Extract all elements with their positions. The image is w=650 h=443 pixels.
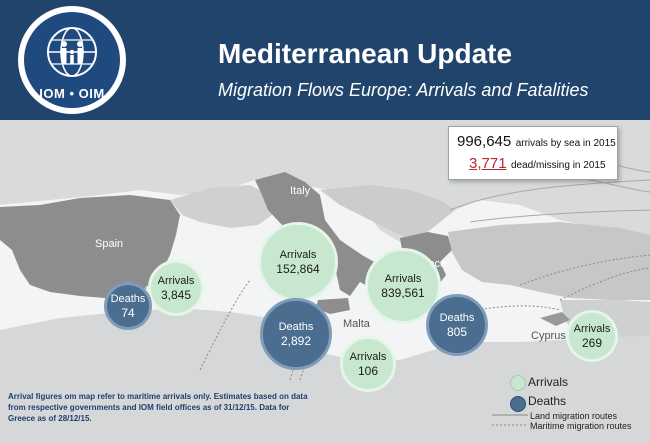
- total-arrivals-text: arrivals by sea in 2015: [515, 138, 616, 149]
- bubble-label: Deaths: [278, 320, 314, 333]
- bubble-spain-arrivals: Arrivals 3,845: [148, 260, 204, 316]
- spain-shape: [0, 195, 180, 298]
- bubble-value: 3,845: [160, 287, 192, 302]
- footnote: Arrival figures om map refer to maritime…: [8, 392, 308, 423]
- bubble-cyprus-arrivals: Arrivals 269: [566, 310, 618, 362]
- legend-maritime-routes: Maritime migration routes: [530, 421, 632, 431]
- legend-arrivals-label: Arrivals: [528, 375, 569, 389]
- bubble-label: Arrivals: [349, 350, 387, 363]
- page-title: Mediterranean Update: [218, 38, 513, 69]
- bubble-value: 805: [446, 324, 468, 339]
- bubble-spain-deaths: Deaths 74: [104, 282, 152, 330]
- total-dead-value: 3,771: [469, 155, 507, 172]
- legend-line-samples: [492, 414, 528, 426]
- bubble-value: 839,561: [381, 285, 425, 300]
- bubble-value: 269: [581, 335, 603, 350]
- summary-box: 996,645 arrivals by sea in 2015 3,771 de…: [448, 126, 618, 180]
- label-cyprus: Cyprus: [531, 330, 566, 342]
- page-subtitle: Migration Flows Europe: Arrivals and Fat…: [218, 80, 589, 100]
- iom-logo: IOM • OIM: [18, 6, 126, 114]
- header-bar: IOM • OIM Mediterranean Update Migration…: [0, 0, 650, 120]
- bubble-malta-arrivals: Arrivals 106: [340, 336, 396, 392]
- total-dead-text: dead/missing in 2015: [511, 160, 606, 171]
- bubble-label: Deaths: [439, 311, 475, 324]
- label-spain: Spain: [95, 238, 124, 250]
- bubble-label: Arrivals: [573, 322, 611, 335]
- bubble-value: 152,864: [276, 261, 320, 276]
- legend-deaths-label: Deaths: [528, 394, 567, 408]
- bubble-label: Arrivals: [384, 272, 422, 285]
- label-malta: Malta: [343, 318, 370, 330]
- arrivals-summary: 996,645 arrivals by sea in 2015: [457, 133, 616, 151]
- bubble-value: 74: [121, 305, 135, 320]
- label-italy: Italy: [290, 185, 311, 197]
- legend-arrivals-swatch: [510, 375, 526, 391]
- bubble-label: Arrivals: [279, 248, 317, 261]
- bubble-value: 2,892: [280, 333, 312, 348]
- bubble-central-deaths: Deaths 2,892: [260, 298, 332, 370]
- bubble-greece-deaths: Deaths 805: [426, 294, 488, 356]
- logo-text: IOM • OIM: [39, 86, 105, 101]
- legend-deaths-swatch: [510, 396, 526, 412]
- bubble-label: Arrivals: [157, 274, 195, 287]
- legend-land-routes: Land migration routes: [530, 411, 618, 421]
- bubble-italy-arrivals: Arrivals 152,864: [258, 222, 338, 302]
- total-arrivals-value: 996,645: [457, 133, 512, 150]
- bubble-label: Deaths: [110, 292, 146, 305]
- bubble-value: 106: [357, 363, 379, 378]
- dead-summary: 3,771 dead/missing in 2015: [469, 155, 606, 173]
- iom-globe-family-icon: [47, 27, 97, 77]
